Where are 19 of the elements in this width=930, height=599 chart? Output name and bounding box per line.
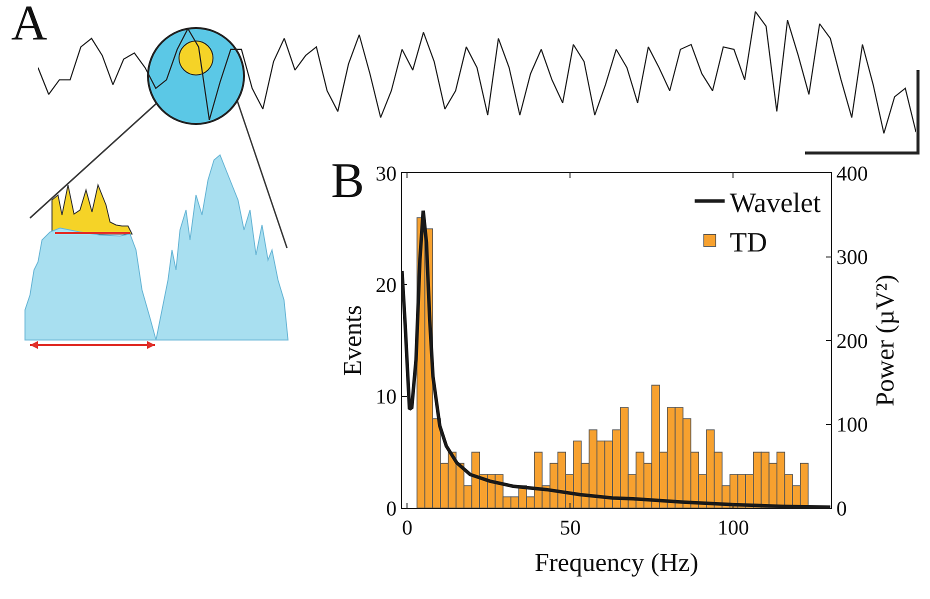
legend-label: Wavelet <box>730 188 821 219</box>
legend-label: TD <box>730 227 768 258</box>
y-tick-label: 10 <box>376 384 397 409</box>
chart-title: B <box>331 152 364 208</box>
y-tick-label: 0 <box>386 496 397 520</box>
y-axis-title: Events <box>338 305 368 376</box>
y2-axis-title: Power (µV²) <box>870 274 900 406</box>
y2-tick-label: 400 <box>836 161 868 186</box>
y2-tick-label: 0 <box>836 496 847 520</box>
y-tick-label: 30 <box>376 161 397 186</box>
x-tick-label: 100 <box>717 515 749 540</box>
y2-tick-label: 100 <box>836 412 868 437</box>
x-tick-label: 0 <box>402 515 412 540</box>
x-axis-title: Frequency (Hz) <box>534 548 698 577</box>
chart-title: A <box>11 0 48 50</box>
y-tick-label: 20 <box>376 273 397 298</box>
x-tick-label: 50 <box>560 515 581 540</box>
y2-tick-label: 300 <box>836 245 868 270</box>
y2-tick-label: 200 <box>836 328 868 353</box>
